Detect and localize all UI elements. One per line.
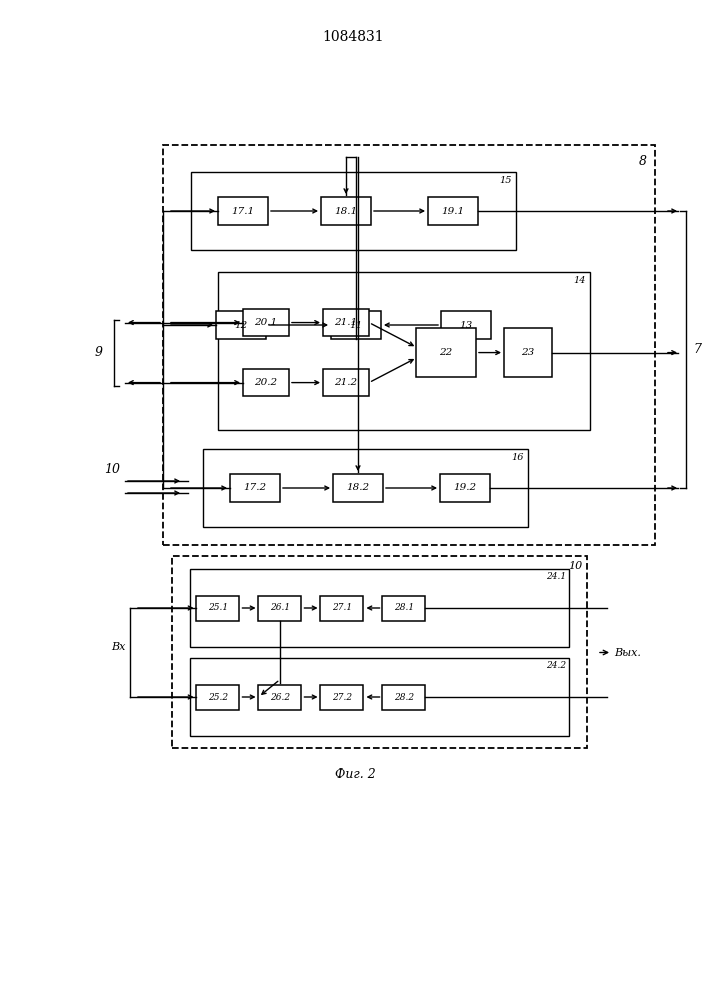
Bar bbox=[216, 311, 266, 339]
Text: 7: 7 bbox=[693, 343, 701, 356]
Bar bbox=[323, 369, 369, 396]
Bar bbox=[504, 328, 552, 377]
Text: 21.2: 21.2 bbox=[334, 378, 358, 387]
Text: 26.2: 26.2 bbox=[270, 692, 290, 702]
Text: 24.1: 24.1 bbox=[546, 572, 566, 581]
Bar bbox=[331, 311, 381, 339]
Text: 23: 23 bbox=[521, 348, 534, 357]
Text: 10: 10 bbox=[568, 561, 582, 571]
Text: 12: 12 bbox=[235, 320, 247, 330]
Bar bbox=[382, 595, 426, 620]
Text: 9: 9 bbox=[95, 346, 103, 359]
Text: 22: 22 bbox=[439, 348, 452, 357]
Text: 19.1: 19.1 bbox=[441, 207, 464, 216]
Bar bbox=[382, 684, 426, 710]
Text: 18.2: 18.2 bbox=[346, 484, 370, 492]
Bar bbox=[190, 569, 569, 647]
Text: 19.2: 19.2 bbox=[453, 484, 477, 492]
Bar bbox=[333, 474, 383, 502]
Text: 24.2: 24.2 bbox=[546, 661, 566, 670]
Text: 15: 15 bbox=[500, 176, 512, 185]
Text: 16: 16 bbox=[511, 453, 524, 462]
Bar bbox=[321, 197, 371, 225]
Bar bbox=[440, 474, 490, 502]
Text: 10: 10 bbox=[104, 463, 120, 476]
Text: 26.1: 26.1 bbox=[270, 603, 290, 612]
Text: 27.2: 27.2 bbox=[332, 692, 352, 702]
Bar bbox=[218, 272, 590, 430]
Bar bbox=[428, 197, 478, 225]
Text: 1084831: 1084831 bbox=[322, 30, 384, 44]
Bar bbox=[416, 328, 476, 377]
Text: Фиг. 2: Фиг. 2 bbox=[334, 768, 375, 781]
Bar bbox=[172, 556, 587, 748]
Bar bbox=[190, 658, 569, 736]
Text: Вых.: Вых. bbox=[614, 648, 641, 658]
Text: 11: 11 bbox=[349, 320, 363, 330]
Bar bbox=[191, 172, 516, 250]
Text: 21.1: 21.1 bbox=[334, 318, 358, 327]
Bar bbox=[259, 684, 301, 710]
Bar bbox=[320, 595, 363, 620]
Bar bbox=[197, 595, 240, 620]
Bar bbox=[218, 197, 268, 225]
Bar bbox=[197, 684, 240, 710]
Bar bbox=[323, 309, 369, 336]
Text: 25.1: 25.1 bbox=[208, 603, 228, 612]
Text: 28.2: 28.2 bbox=[394, 692, 414, 702]
Text: 17.2: 17.2 bbox=[243, 484, 267, 492]
Bar bbox=[230, 474, 280, 502]
Bar bbox=[320, 684, 363, 710]
Bar bbox=[203, 449, 528, 527]
Text: 8: 8 bbox=[639, 155, 647, 168]
Text: Вх: Вх bbox=[112, 642, 126, 652]
Text: 20.2: 20.2 bbox=[255, 378, 278, 387]
Bar bbox=[243, 369, 289, 396]
Text: 28.1: 28.1 bbox=[394, 603, 414, 612]
Bar bbox=[243, 309, 289, 336]
Text: 17.1: 17.1 bbox=[231, 207, 255, 216]
Text: 25.2: 25.2 bbox=[208, 692, 228, 702]
Text: 27.1: 27.1 bbox=[332, 603, 352, 612]
Text: 14: 14 bbox=[573, 276, 586, 285]
Bar bbox=[163, 145, 655, 545]
Bar bbox=[259, 595, 301, 620]
Text: 13: 13 bbox=[460, 320, 472, 330]
Bar bbox=[441, 311, 491, 339]
Text: 20.1: 20.1 bbox=[255, 318, 278, 327]
Text: 18.1: 18.1 bbox=[334, 207, 358, 216]
